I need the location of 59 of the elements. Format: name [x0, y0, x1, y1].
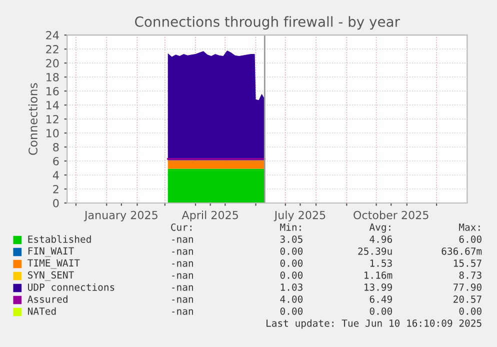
text: 13.99	[364, 283, 392, 291]
text: 1.16m	[364, 271, 392, 279]
x-tick-label: April 2025	[182, 210, 238, 222]
y-tick-label: 0	[53, 198, 59, 208]
text: Max:	[459, 224, 480, 231]
text: 4.00	[280, 295, 303, 303]
text: 0.00	[280, 307, 303, 315]
legend-label: Assured	[28, 295, 68, 303]
text: 3.05	[280, 235, 302, 243]
y-tick-label: 18	[46, 73, 59, 82]
y-tick-label: 10	[46, 128, 59, 138]
text: 0.00	[280, 271, 303, 279]
y-axis-title: Connections	[28, 83, 38, 155]
legend-label: FIN_WAIT	[28, 247, 74, 257]
text: -nan	[172, 285, 193, 291]
text: Cur:	[171, 223, 192, 231]
text: 15.57	[454, 260, 482, 267]
text: Last update: Tue Jun 10 16:10:09 2025	[266, 319, 482, 329]
x-tick-label: July 2025	[274, 210, 326, 222]
text: 20.57	[454, 295, 482, 303]
text: -nan	[172, 249, 193, 255]
text: 0.00	[280, 259, 303, 267]
legend-label: NATed	[28, 307, 56, 315]
text: Avg:	[369, 224, 390, 233]
y-tick-label: 20	[46, 59, 59, 68]
y-tick-label: 22	[46, 45, 58, 54]
text: 636.67m	[442, 247, 482, 255]
text: -nan	[172, 237, 193, 243]
text: -nan	[172, 309, 193, 315]
y-tick-label: 24	[46, 31, 59, 40]
legend-label: UDP connections	[28, 283, 114, 291]
y-tick-label: 12	[46, 114, 58, 124]
text: -nan	[172, 297, 193, 303]
y-tick-label: 16	[46, 87, 59, 96]
y-tick-label: 6	[53, 156, 59, 166]
text: 1.03	[280, 283, 302, 291]
legend-label: Established	[28, 235, 91, 243]
text: 0.00	[280, 247, 303, 255]
text: 4.96	[370, 235, 392, 243]
text: -nan	[172, 261, 193, 267]
y-tick-label: 14	[46, 101, 59, 110]
text: 77.90	[453, 283, 482, 291]
legend-label: TIME_WAIT	[28, 259, 80, 269]
text: 0.00	[370, 307, 392, 315]
y-tick-label: 8	[53, 142, 59, 152]
text: 0.00	[459, 307, 482, 315]
text: -nan	[172, 273, 193, 279]
y-tick-label: 2	[53, 184, 58, 194]
text: 6.00	[459, 235, 482, 243]
text: Min:	[280, 223, 301, 231]
legend-label: SYN_SENT	[28, 271, 74, 281]
x-tick-label: January 2025	[84, 210, 158, 222]
x-tick-label: October 2025	[354, 210, 428, 220]
text: 6.49	[370, 295, 392, 303]
chart-title: Connections through firewall - by year	[135, 16, 400, 30]
text: 1.53	[370, 259, 392, 267]
y-tick-label: 4	[52, 171, 59, 180]
text: 8.73	[459, 271, 482, 279]
text: 25.39u	[358, 247, 392, 255]
